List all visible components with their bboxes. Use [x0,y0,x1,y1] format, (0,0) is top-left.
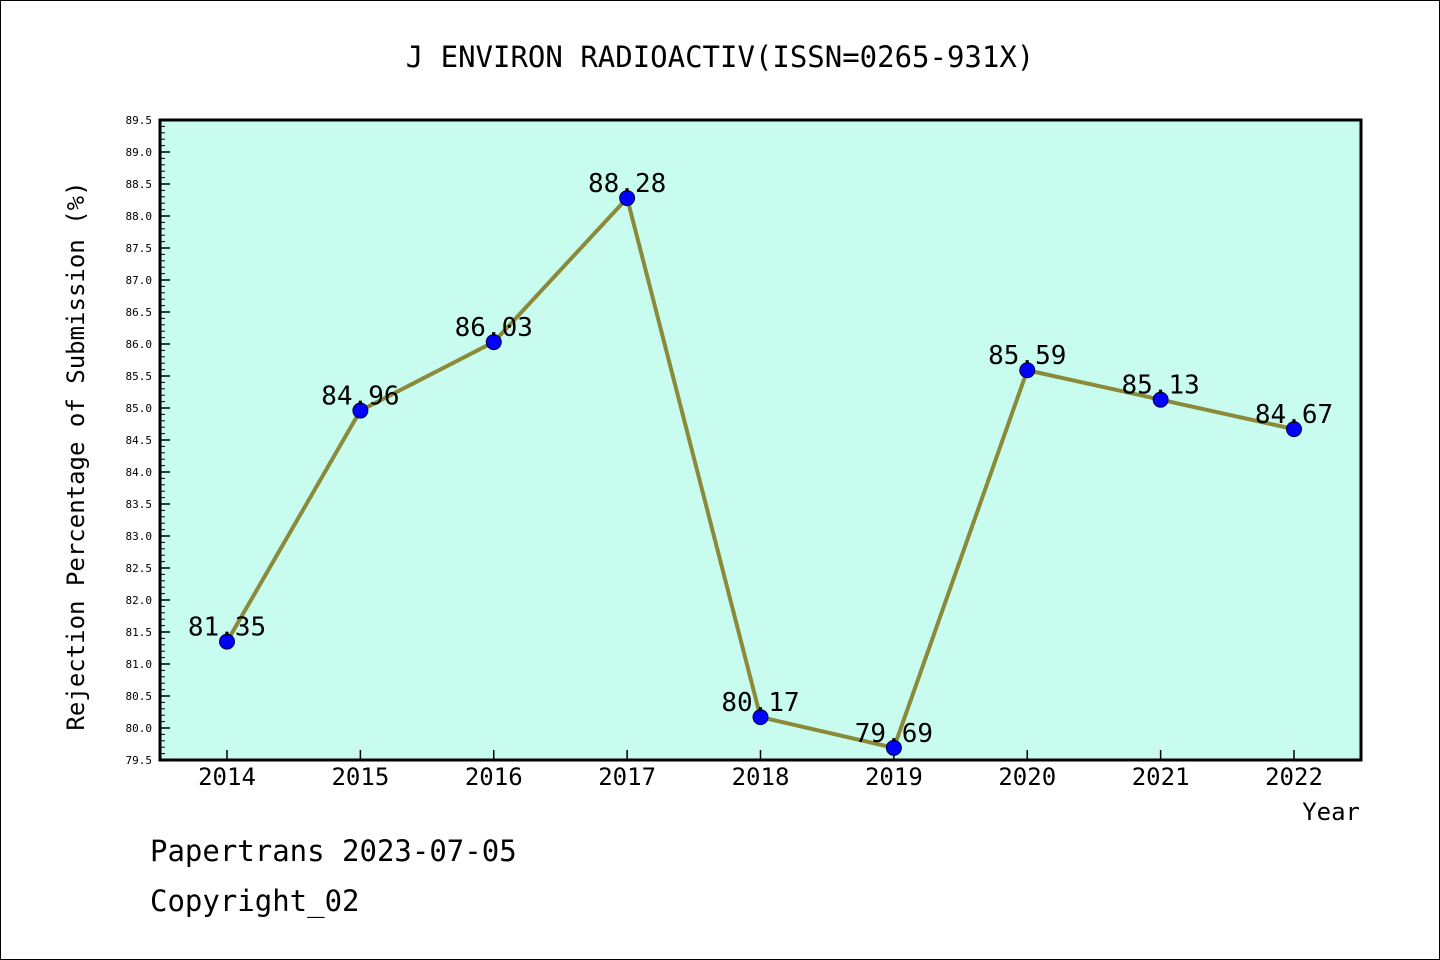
y-tick-label: 88.5 [126,178,153,191]
data-point [1019,362,1036,379]
y-tick-label: 87.5 [126,242,153,255]
data-label: 85.59 [988,341,1066,371]
x-axis-ticks: 2014 2015 2016 2017 2018 2019 2020 2021 2022 [198,750,1323,791]
data-point [219,633,235,650]
data-label: 84.96 [321,382,399,412]
y-tick-label: 80.0 [126,722,153,735]
footer-copyright: Copyright_02 [150,884,360,918]
data-point [1152,391,1169,408]
y-axis-ticks: 79.5 80.0 80.5 81.0 81.5 82.0 82.5 83.0 83.5 84.0… [126,114,170,767]
x-tick-label: 2014 [198,763,256,791]
data-point [752,709,769,726]
y-tick-label: 82.5 [126,562,153,575]
y-tick-label: 88.0 [126,210,153,223]
y-tick-label: 87.0 [126,274,153,287]
y-tick-label: 85.5 [126,370,153,383]
y-tick-label: 79.5 [126,754,153,767]
y-tick-label: 84.5 [126,434,153,447]
data-point [485,334,502,351]
y-tick-label: 83.5 [126,498,153,511]
data-label: 81.35 [188,613,266,643]
data-point [352,402,369,419]
x-tick-label: 2018 [732,763,790,791]
x-tick-label: 2016 [465,763,523,791]
plot-area [158,118,1363,762]
y-tick-label: 81.5 [126,626,153,639]
x-tick-label: 2015 [331,763,389,791]
data-label: 79.69 [855,719,933,749]
x-tick-label: 2017 [598,763,656,791]
y-tick-label: 89.0 [126,146,153,159]
y-tick-label: 89.5 [126,114,153,127]
x-axis-label: Year [1302,798,1360,826]
y-tick-label: 84.0 [126,466,153,479]
data-label: 80.17 [721,688,799,718]
x-tick-label: 2021 [1132,763,1190,791]
x-tick-label: 2020 [998,763,1056,791]
data-point [1286,421,1302,438]
y-tick-label: 86.5 [126,306,153,319]
data-label: 85.13 [1121,371,1199,401]
y-axis-label: Rejection Percentage of Submission (%) [62,181,90,730]
data-points-group [219,190,1302,756]
y-tick-label: 82.0 [126,594,153,607]
x-tick-label: 2022 [1265,763,1323,791]
y-tick-label: 80.5 [126,690,153,703]
chart-title: J ENVIRON RADIOACTIV(ISSN=0265-931X) [406,40,1035,74]
data-labels-group: 81.35 84.96 86.03 88.28 80.17 79.69 85.59 85.13… [188,169,1333,749]
data-label: 86.03 [455,313,533,343]
x-tick-label: 2019 [865,763,923,791]
footer-papertrans: Papertrans 2023-07-05 [150,834,517,868]
y-tick-label: 81.0 [126,658,153,671]
data-label: 88.28 [588,169,666,199]
data-label: 84.67 [1255,400,1333,430]
y-tick-label: 83.0 [126,530,153,543]
data-point [885,739,902,756]
y-tick-label: 86.0 [126,338,153,351]
y-tick-label: 85.0 [126,402,153,415]
data-point [619,190,636,207]
